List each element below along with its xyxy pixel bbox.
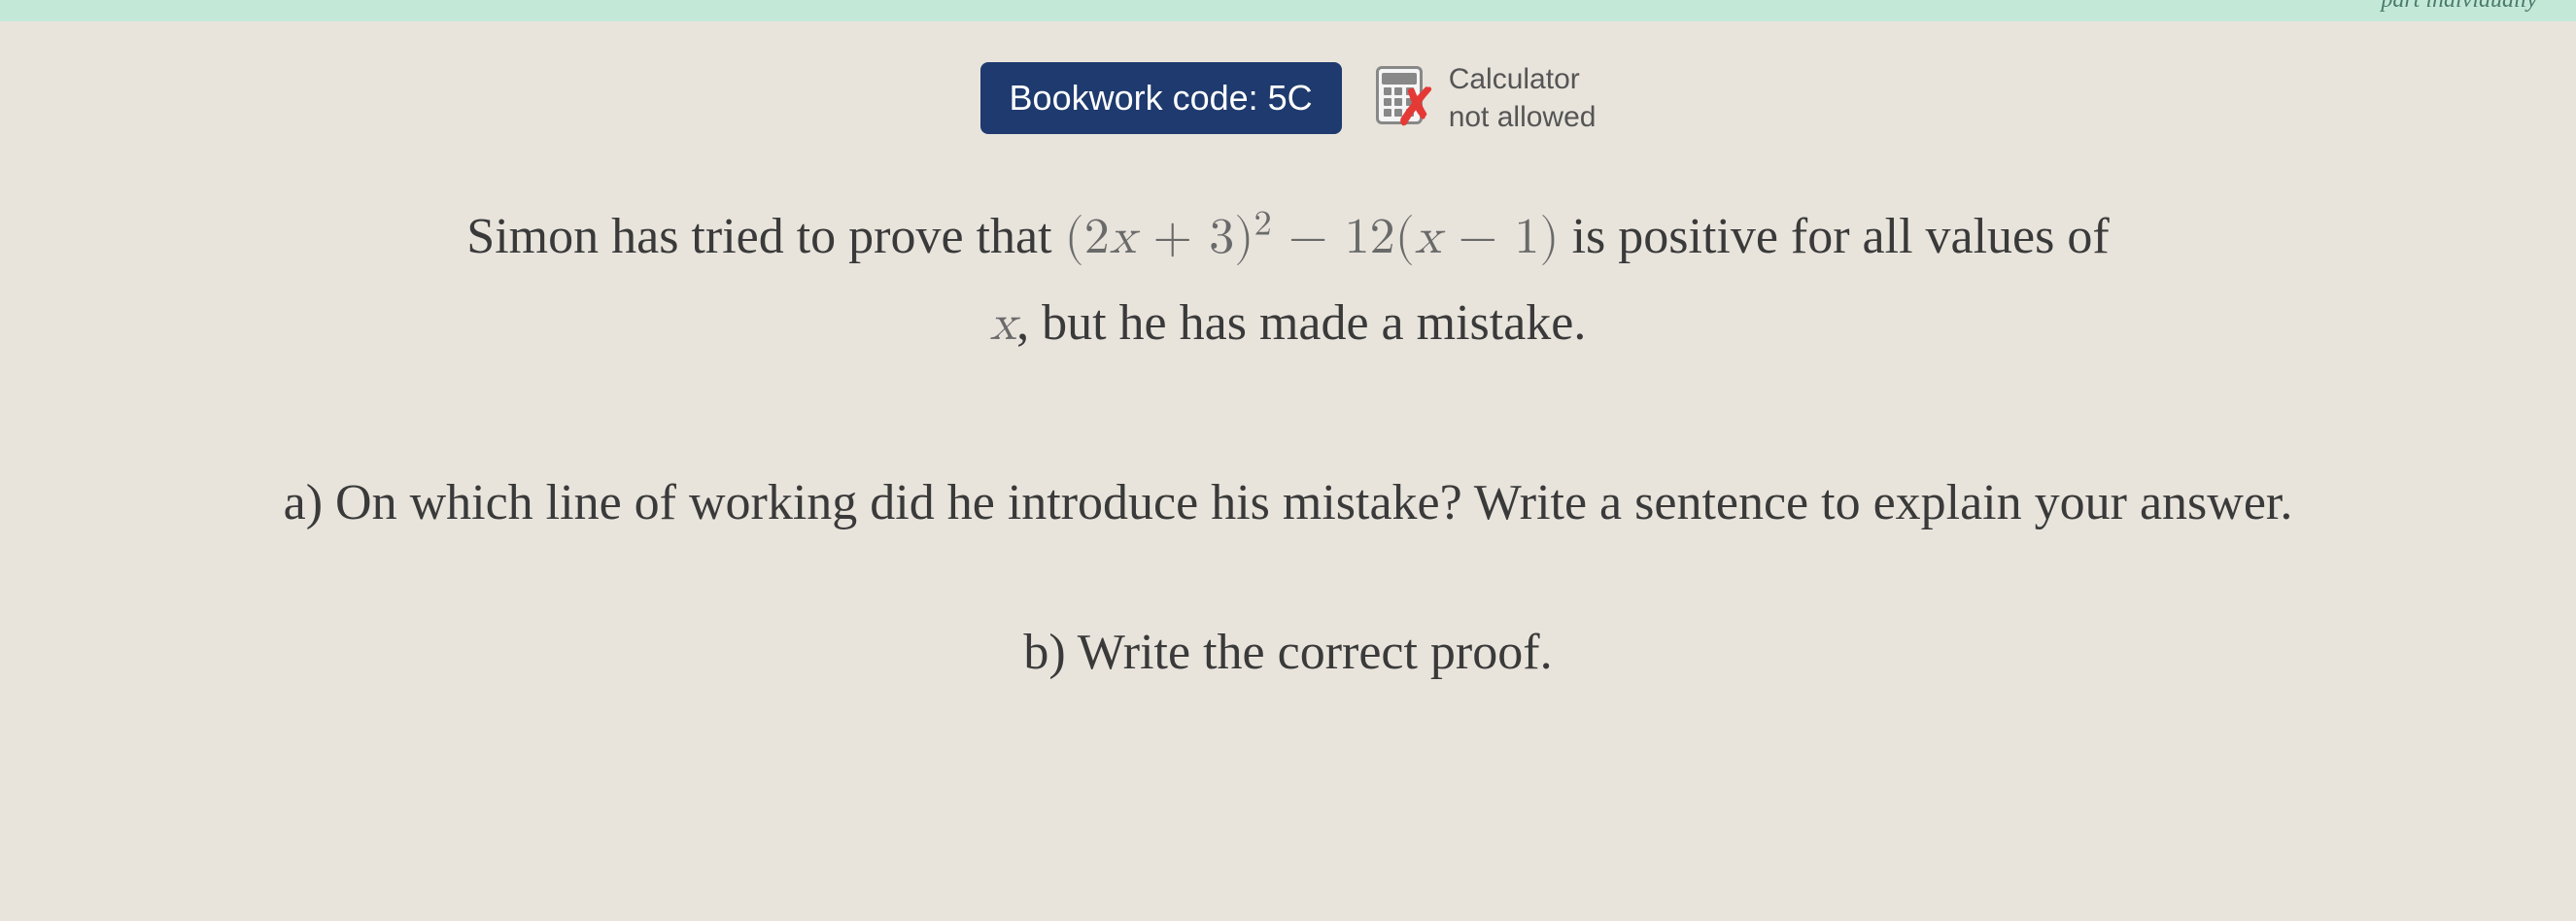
bookwork-label: Bookwork code: 5C [1010, 78, 1313, 118]
intro-line2-var: x [990, 299, 1016, 350]
intro-text-before: Simon has tried to prove that [466, 209, 1064, 264]
header-row: Bookwork code: 5C ✗ Calculator not allow… [0, 60, 2576, 136]
part-a-text: a) On which line of working did he intro… [284, 475, 2293, 530]
part-b-text: b) Write the correct proof. [1023, 625, 1552, 680]
math-expression: (2x + 3)2 − 12(x − 1) [1065, 213, 1560, 263]
calculator-line1: Calculator [1449, 60, 1597, 98]
calculator-icon: ✗ [1376, 66, 1434, 130]
bookwork-badge: Bookwork code: 5C [980, 62, 1342, 134]
calculator-text: Calculator not allowed [1449, 60, 1597, 136]
banner-text: part individually [2381, 0, 2537, 13]
top-banner: part individually [0, 0, 2576, 21]
calculator-status: ✗ Calculator not allowed [1376, 60, 1597, 136]
intro-line2-rest: , but he has made a mistake. [1016, 295, 1586, 351]
question-part-a: a) On which line of working did he intro… [0, 460, 2576, 546]
not-allowed-x-icon: ✗ [1395, 91, 1438, 134]
calculator-line2: not allowed [1449, 98, 1597, 136]
question-part-b: b) Write the correct proof. [0, 624, 2576, 681]
intro-text-after: is positive for all values of [1560, 209, 2110, 264]
question-intro: Simon has tried to prove that (2x + 3)2 … [0, 194, 2576, 368]
